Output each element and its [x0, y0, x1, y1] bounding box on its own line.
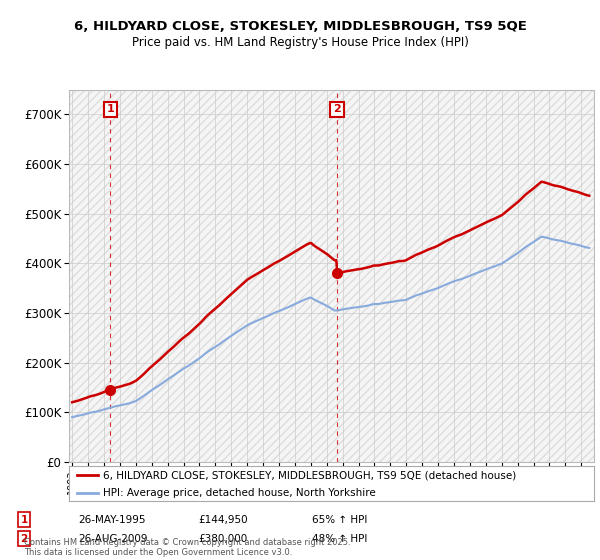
Text: Price paid vs. HM Land Registry's House Price Index (HPI): Price paid vs. HM Land Registry's House …	[131, 36, 469, 49]
Text: Contains HM Land Registry data © Crown copyright and database right 2025.
This d: Contains HM Land Registry data © Crown c…	[24, 538, 350, 557]
Text: 1: 1	[106, 105, 114, 114]
Text: 2: 2	[20, 534, 28, 544]
Text: 65% ↑ HPI: 65% ↑ HPI	[312, 515, 367, 525]
Text: £380,000: £380,000	[198, 534, 247, 544]
Text: 48% ↑ HPI: 48% ↑ HPI	[312, 534, 367, 544]
Text: 1: 1	[20, 515, 28, 525]
Text: 6, HILDYARD CLOSE, STOKESLEY, MIDDLESBROUGH, TS9 5QE: 6, HILDYARD CLOSE, STOKESLEY, MIDDLESBRO…	[74, 20, 526, 32]
Text: 26-MAY-1995: 26-MAY-1995	[78, 515, 146, 525]
Text: 26-AUG-2009: 26-AUG-2009	[78, 534, 148, 544]
Text: £144,950: £144,950	[198, 515, 248, 525]
Text: 2: 2	[333, 105, 341, 114]
Text: HPI: Average price, detached house, North Yorkshire: HPI: Average price, detached house, Nort…	[103, 488, 376, 497]
Text: 6, HILDYARD CLOSE, STOKESLEY, MIDDLESBROUGH, TS9 5QE (detached house): 6, HILDYARD CLOSE, STOKESLEY, MIDDLESBRO…	[103, 470, 517, 480]
